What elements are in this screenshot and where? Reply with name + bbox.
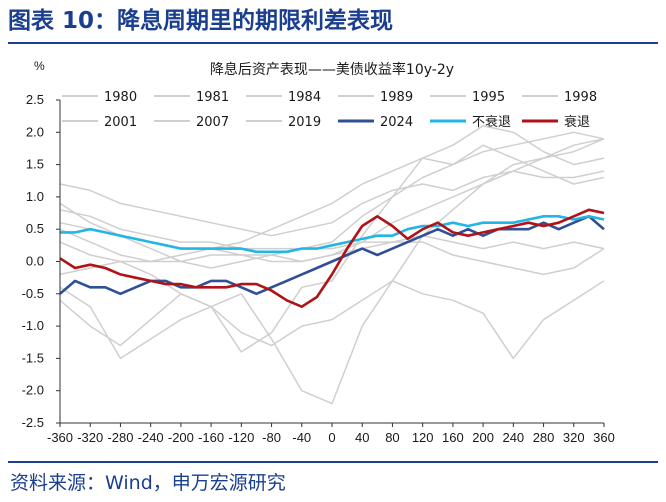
y-tick-label: -1.0 (22, 318, 44, 333)
legend-item-2019: 2019 (246, 115, 321, 130)
series-line-2019 (59, 241, 605, 360)
legend-item-1998: 1998 (522, 90, 597, 105)
x-tick-label: 160 (442, 430, 464, 445)
series-line-1995 (59, 209, 605, 250)
legend-label: 2007 (196, 115, 229, 130)
legend-label: 2001 (104, 115, 137, 130)
series-group (59, 125, 605, 405)
series-line-1984 (59, 170, 605, 237)
x-tick-label: 80 (385, 430, 399, 445)
chart-title: 降息后资产表现——美债收益率10y-2y (210, 61, 454, 78)
legend-item-1995: 1995 (430, 90, 505, 105)
y-tick-label: -0.5 (22, 286, 44, 301)
legend-item-2007: 2007 (154, 115, 229, 130)
x-tick-label: -120 (228, 430, 254, 445)
title-rule (8, 42, 658, 44)
legend-item-2001: 2001 (62, 115, 137, 130)
x-tick-label: 240 (502, 430, 524, 445)
axes: -2.5 -2.0 -1.5 -1.0 -0.5 0.0 0.5 1.0 1.5 2.0 2.5 -3… (22, 92, 615, 445)
legend-label: 1981 (196, 90, 229, 105)
legend-label: 1998 (564, 90, 597, 105)
figure-title: 图表 10：降息周期里的期限利差表现 (8, 8, 394, 34)
x-tick-label: 120 (412, 430, 434, 445)
legend-label: 1989 (380, 90, 413, 105)
series-line-s10 (60, 215, 605, 254)
y-tick-label: 0.5 (26, 221, 44, 236)
x-tick-label: 280 (533, 430, 555, 445)
x-tick-label: -200 (168, 430, 194, 445)
legend-label: 1995 (472, 90, 505, 105)
y-tick-label: 0.0 (26, 254, 44, 269)
x-tick-label: 360 (593, 430, 615, 445)
legend-item-1984: 1984 (246, 90, 321, 105)
legend-item-1989: 1989 (338, 90, 413, 105)
source-rule (8, 461, 658, 463)
x-tick-label: -240 (138, 430, 164, 445)
x-tick-label: 0 (328, 430, 335, 445)
x-tick-label: 40 (355, 430, 369, 445)
x-tick-label: -40 (292, 430, 311, 445)
legend-label: 2024 (380, 115, 413, 130)
x-tick-label: -80 (262, 430, 281, 445)
y-tick-label: -1.5 (22, 350, 44, 365)
y-tick-label: 1.5 (26, 157, 44, 172)
x-tick-label: -280 (107, 430, 133, 445)
legend: 1980 1981 1984 1989 1995 1998 2001 2007 2019 2024… (62, 90, 597, 130)
legend-label: 1984 (288, 90, 321, 105)
y-tick-label: 2.0 (26, 124, 44, 139)
x-tick-label: 200 (472, 430, 494, 445)
legend-item-1981: 1981 (154, 90, 229, 105)
x-tick-label: 320 (563, 430, 585, 445)
legend-item-s11: 衰退 (522, 114, 590, 130)
x-tick-label: -360 (47, 430, 73, 445)
y-axis-unit: % (34, 59, 45, 73)
legend-item-1980: 1980 (62, 90, 137, 105)
legend-label: 1980 (104, 90, 137, 105)
legend-label: 2019 (288, 115, 321, 130)
y-tick-label: -2.0 (22, 383, 44, 398)
series-line-s11 (59, 208, 605, 309)
series-line-2007 (59, 144, 605, 276)
legend-item-2024: 2024 (338, 115, 413, 130)
legend-item-s10: 不衰退 (430, 114, 511, 130)
y-tick-label: -2.5 (22, 415, 44, 430)
legend-label: 衰退 (564, 114, 590, 130)
source-note: 资料来源：Wind，申万宏源研究 (10, 472, 286, 494)
x-tick-label: -320 (77, 430, 103, 445)
x-tick-label: -160 (198, 430, 224, 445)
y-tick-label: 2.5 (26, 92, 44, 107)
chart-title-group: 降息后资产表现——美债收益率10y-2y% (34, 59, 454, 78)
series-line-1980 (59, 131, 605, 353)
y-tick-label: 1.0 (26, 189, 44, 204)
chart: 降息后资产表现——美债收益率10y-2y% 1980 1981 1984 1989 19… (22, 59, 615, 445)
